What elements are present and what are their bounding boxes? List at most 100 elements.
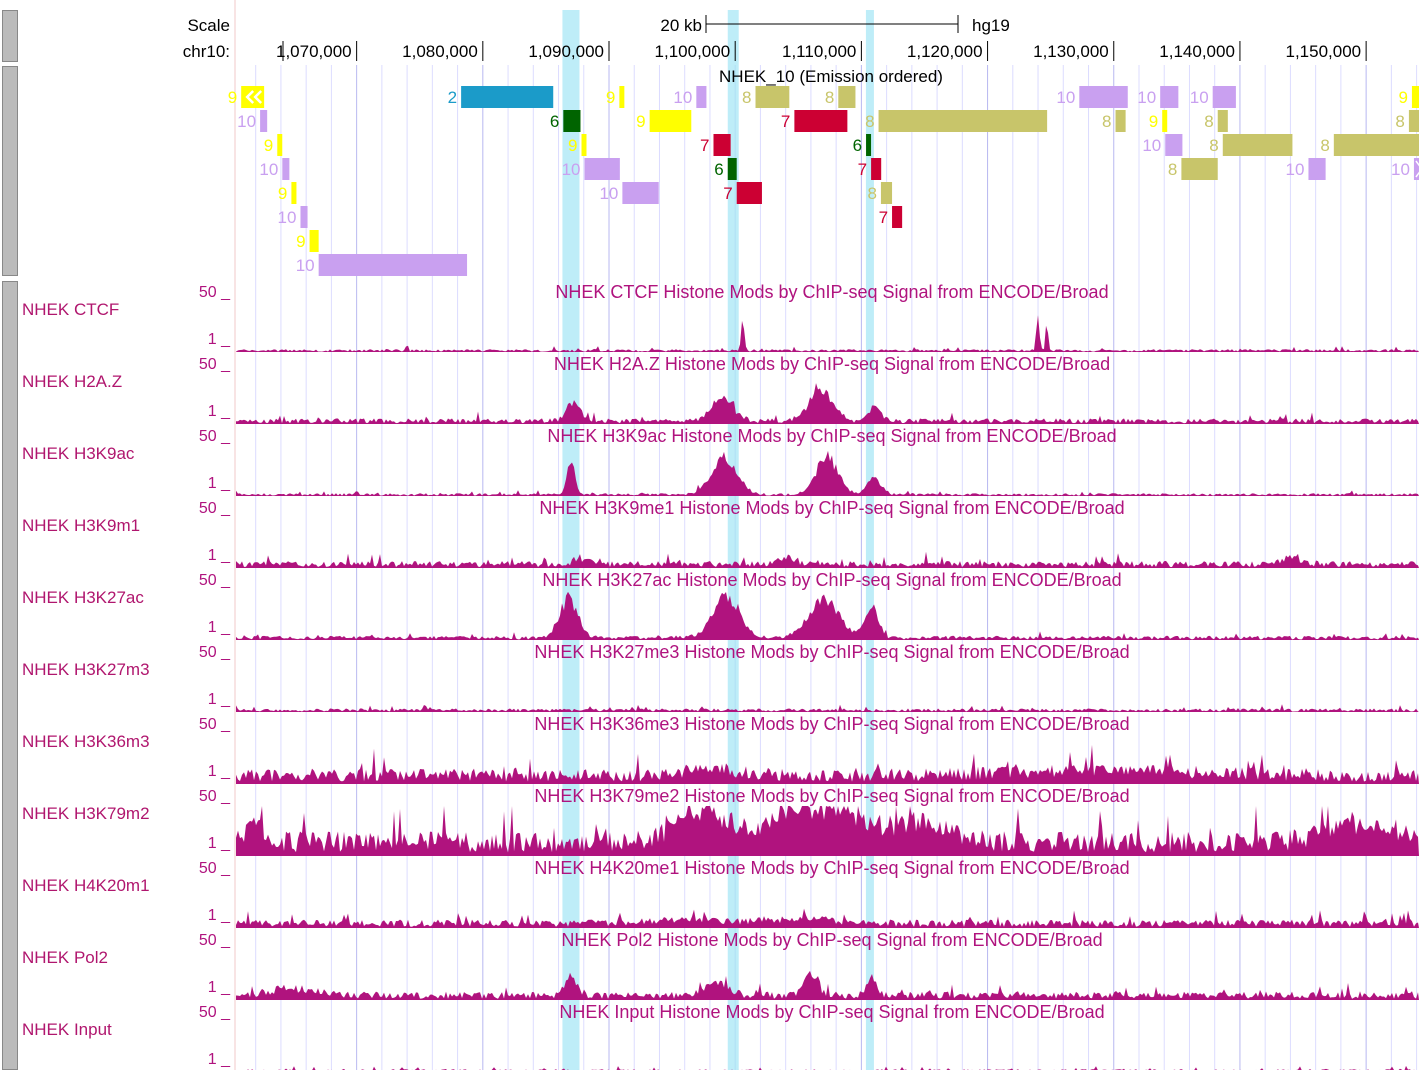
highlight-regions xyxy=(562,10,874,1070)
segment-label: 8 xyxy=(1209,136,1218,155)
track-label[interactable]: NHEK H3K79m2 xyxy=(22,804,150,823)
track-label[interactable]: NHEK Input xyxy=(22,1020,112,1039)
track-max-label: 50 _ xyxy=(199,500,231,517)
segment-state-9[interactable] xyxy=(1411,86,1419,108)
segment-state-9[interactable] xyxy=(291,182,297,204)
track-min-label: 1 _ xyxy=(208,331,231,348)
segment-label: 9 xyxy=(278,184,287,203)
segment-state-9[interactable] xyxy=(1162,110,1168,132)
segment-state-9[interactable] xyxy=(309,230,319,252)
signal-area xyxy=(236,450,1419,496)
segment-state-10[interactable] xyxy=(696,86,707,108)
segment-state-10[interactable] xyxy=(584,158,620,180)
segment-state-9[interactable] xyxy=(649,110,692,132)
segment-label: 8 xyxy=(825,88,834,107)
segment-state-8[interactable] xyxy=(880,182,893,204)
segment-label: 8 xyxy=(742,88,751,107)
segment-state-10[interactable] xyxy=(622,182,659,204)
segment-state-9[interactable] xyxy=(619,86,625,108)
segment-state-8[interactable] xyxy=(1181,158,1218,180)
segment-label: 8 xyxy=(1204,112,1213,131)
track-min-label: 1 _ xyxy=(208,979,231,996)
ruler: Scale chr10: 20 kb hg19 1,070,000 1,080,0… xyxy=(183,15,1367,61)
segment-state-8[interactable] xyxy=(1217,110,1228,132)
signal-track: 50 _ 1 _ NHEK H3K27me3 Histone Mods by ChI… xyxy=(199,642,1419,712)
segment-label: 6 xyxy=(550,112,559,131)
ruler-tick-label: 1,070,000 xyxy=(276,42,352,61)
segment-state-9[interactable] xyxy=(241,86,265,108)
segment-state-8[interactable] xyxy=(838,86,856,108)
segment-state-10[interactable] xyxy=(1212,86,1236,108)
signal-area xyxy=(236,908,1419,928)
track-min-label: 1 _ xyxy=(208,1051,231,1068)
ruler-tick-label: 1,150,000 xyxy=(1285,42,1361,61)
segment-state-9[interactable] xyxy=(277,134,283,156)
highlight-region[interactable] xyxy=(562,10,580,1070)
track-min-label: 1 _ xyxy=(208,907,231,924)
segment-state-2[interactable] xyxy=(461,86,554,108)
track-label[interactable]: NHEK Pol2 xyxy=(22,948,108,967)
highlight-region[interactable] xyxy=(727,10,739,1070)
segment-label: 8 xyxy=(867,184,876,203)
ruler-side-button[interactable] xyxy=(2,10,18,62)
segmentation-side-button[interactable] xyxy=(2,66,18,276)
track-title: NHEK Input Histone Mods by ChIP-seq Sign… xyxy=(559,1002,1104,1022)
track-title: NHEK H3K9me1 Histone Mods by ChIP-seq Si… xyxy=(539,498,1124,518)
track-label[interactable]: NHEK H3K27m3 xyxy=(22,660,150,679)
track-max-label: 50 _ xyxy=(199,428,231,445)
segment-state-10[interactable] xyxy=(300,206,308,228)
segment-state-9[interactable] xyxy=(581,134,587,156)
segment-state-8[interactable] xyxy=(1333,134,1419,156)
signal-area xyxy=(236,704,1419,712)
signal-track: 50 _ 1 _ NHEK Pol2 Histone Mods by ChIP-se… xyxy=(199,930,1419,1000)
highlight-region[interactable] xyxy=(865,10,874,1070)
segment-state-10[interactable] xyxy=(1165,134,1183,156)
track-label[interactable]: NHEK H3K9m1 xyxy=(22,516,141,535)
segment-state-10[interactable] xyxy=(1079,86,1128,108)
segment-state-7[interactable] xyxy=(713,134,731,156)
track-max-label: 50 _ xyxy=(199,788,231,805)
segment-state-8[interactable] xyxy=(1115,110,1126,132)
track-label[interactable]: NHEK H4K20m1 xyxy=(22,876,150,895)
segment-state-8[interactable] xyxy=(755,86,790,108)
signal-track: 50 _ 1 _ NHEK H4K20me1 Histone Mods by ChI… xyxy=(199,858,1419,928)
track-label[interactable]: NHEK H3K27ac xyxy=(22,588,144,607)
strand-arrow xyxy=(245,90,255,104)
track-title: NHEK H3K9ac Histone Mods by ChIP-seq Sig… xyxy=(547,426,1116,446)
track-min-label: 1 _ xyxy=(208,547,231,564)
track-label[interactable]: NHEK CTCF xyxy=(22,300,120,319)
segment-label: 10 xyxy=(599,184,618,203)
track-max-label: 50 _ xyxy=(199,716,231,733)
segment-state-6[interactable] xyxy=(727,158,737,180)
segment-state-7[interactable] xyxy=(736,182,762,204)
segment-state-10[interactable] xyxy=(1160,86,1179,108)
segment-label: 8 xyxy=(865,112,874,131)
scale-label: Scale xyxy=(187,16,230,35)
segment-state-10[interactable] xyxy=(318,254,468,276)
segment-label: 9 xyxy=(606,88,615,107)
segment-state-7[interactable] xyxy=(871,158,882,180)
track-min-label: 1 _ xyxy=(208,763,231,780)
segment-label: 9 xyxy=(296,232,305,251)
track-label[interactable]: NHEK H3K9ac xyxy=(22,444,135,463)
segment-state-7[interactable] xyxy=(892,206,903,228)
segment-state-8[interactable] xyxy=(878,110,1048,132)
segment-state-10[interactable] xyxy=(1413,158,1419,180)
segment-state-6[interactable] xyxy=(563,110,581,132)
ruler-tick-label: 1,100,000 xyxy=(655,42,731,61)
track-max-label: 50 _ xyxy=(199,284,231,301)
segment-state-10[interactable] xyxy=(1308,158,1326,180)
segment-state-10[interactable] xyxy=(260,110,268,132)
segment-state-7[interactable] xyxy=(794,110,848,132)
signal-track: 50 _ 1 _ NHEK H3K36me3 Histone Mods by ChI… xyxy=(199,714,1419,784)
segment-label: 9 xyxy=(1398,88,1407,107)
signal-track: 50 _ 1 _ NHEK H3K79me2 Histone Mods by ChI… xyxy=(199,786,1419,856)
segment-state-6[interactable] xyxy=(866,134,872,156)
segment-state-10[interactable] xyxy=(282,158,290,180)
track-max-label: 50 _ xyxy=(199,860,231,877)
segment-state-8[interactable] xyxy=(1222,134,1293,156)
segment-label: 7 xyxy=(781,112,790,131)
track-label[interactable]: NHEK H3K36m3 xyxy=(22,732,150,751)
track-label[interactable]: NHEK H2A.Z xyxy=(22,372,123,391)
segment-state-8[interactable] xyxy=(1408,110,1419,132)
